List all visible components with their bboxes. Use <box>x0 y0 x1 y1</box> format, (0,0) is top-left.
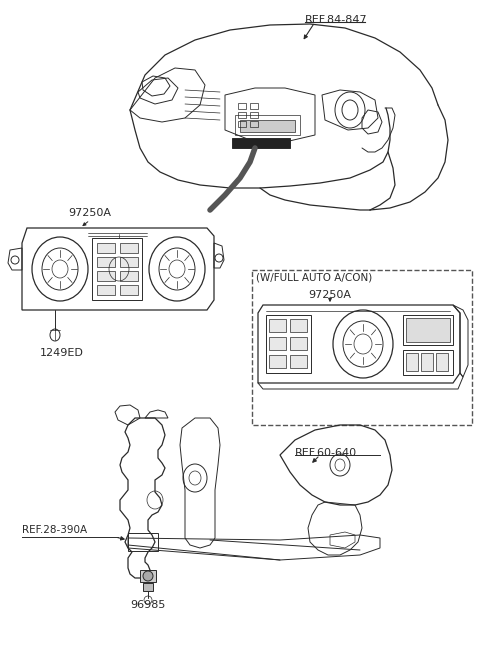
Bar <box>436 353 448 371</box>
Bar <box>269 319 286 332</box>
Bar <box>238 121 246 127</box>
Text: 1249ED: 1249ED <box>40 348 84 358</box>
Bar <box>120 285 138 295</box>
Bar <box>140 570 156 582</box>
Text: REF.28-390A: REF.28-390A <box>22 525 87 535</box>
Bar <box>97 271 115 281</box>
Bar <box>238 103 246 109</box>
Bar <box>290 355 307 368</box>
Bar <box>97 285 115 295</box>
Bar <box>269 355 286 368</box>
Text: 97250A: 97250A <box>68 208 111 218</box>
Text: REF.84-847: REF.84-847 <box>305 15 368 25</box>
Bar <box>92 238 142 300</box>
Bar <box>120 271 138 281</box>
Ellipse shape <box>143 571 153 581</box>
Bar <box>238 112 246 118</box>
Bar <box>406 318 450 342</box>
Bar <box>421 353 433 371</box>
Bar <box>406 353 418 371</box>
Bar <box>143 583 153 591</box>
Text: 96985: 96985 <box>130 600 166 610</box>
Bar <box>250 112 258 118</box>
Bar <box>266 315 311 373</box>
Bar <box>403 315 453 345</box>
Polygon shape <box>232 138 290 148</box>
Bar <box>97 243 115 253</box>
Bar <box>290 319 307 332</box>
Bar <box>250 103 258 109</box>
Bar <box>97 257 115 267</box>
Bar <box>120 243 138 253</box>
Bar <box>240 120 295 132</box>
Text: 97250A: 97250A <box>309 290 351 300</box>
Bar <box>250 121 258 127</box>
Text: (W/FULL AUTO A/CON): (W/FULL AUTO A/CON) <box>256 273 372 283</box>
Bar <box>128 533 158 551</box>
Bar <box>290 337 307 350</box>
Bar <box>269 337 286 350</box>
Bar <box>403 350 453 375</box>
Text: REF.60-640: REF.60-640 <box>295 448 357 458</box>
Bar <box>120 257 138 267</box>
Bar <box>252 270 472 425</box>
Bar <box>235 115 300 135</box>
